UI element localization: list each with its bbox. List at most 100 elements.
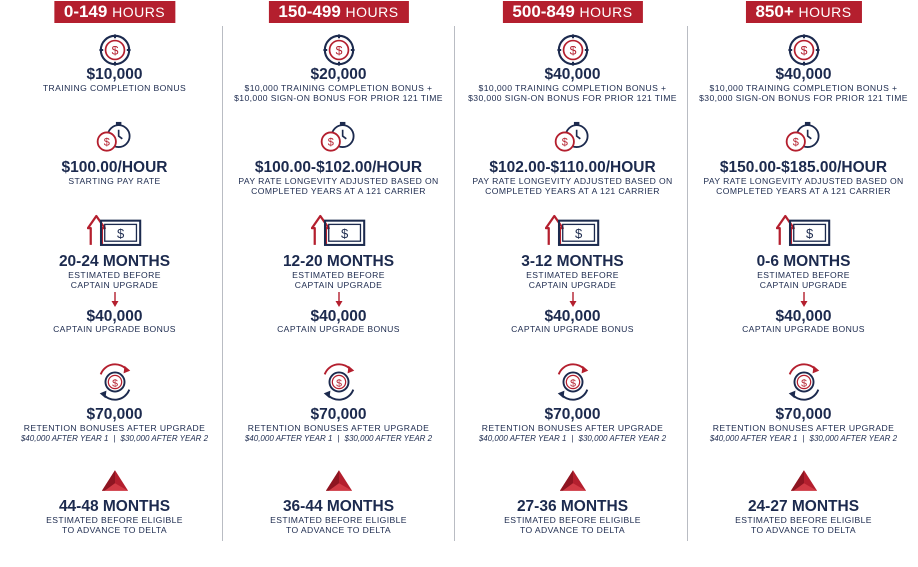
bonus-amount: $10,000: [86, 66, 143, 83]
description-line: $30,000 SIGN-ON BONUS FOR PRIOR 121 TIME: [468, 92, 677, 103]
bonus-amount: $40,000: [544, 66, 601, 83]
hours-range-value: 0-149: [63, 2, 108, 21]
retention-year1: $40,000 AFTER YEAR 1: [478, 434, 567, 443]
retention-year1: $40,000 AFTER YEAR 1: [244, 434, 333, 443]
hours-range-value: 850+: [755, 2, 794, 21]
description-line: ESTIMATED BEFORE: [292, 270, 385, 280]
coin-stopwatch-icon: [552, 120, 594, 154]
retention-description: RETENTION BONUSES AFTER UPGRADE: [23, 423, 206, 433]
description-line: PAY RATE LONGEVITY ADJUSTED BASED ON: [238, 176, 439, 186]
hours-range-header: 0-149 HOURS: [53, 1, 176, 23]
money-upgrade-icon: [87, 213, 143, 247]
delta-description: ESTIMATED BEFORE ELIGIBLE TO ADVANCE TO D…: [224, 515, 453, 535]
delta-time: 27-36 MONTHS: [516, 498, 629, 515]
retention-breakdown: $40,000 AFTER YEAR 1 | $30,000 AFTER YEAR …: [709, 434, 898, 443]
retention-year2: $30,000 AFTER YEAR 2: [120, 434, 209, 443]
coin-stopwatch-icon: [318, 120, 360, 154]
description-line: ESTIMATED BEFORE: [757, 270, 850, 280]
coin-target-icon: [98, 33, 132, 67]
upgrade-bonus: $40,000: [544, 308, 601, 325]
description-line: ESTIMATED BEFORE ELIGIBLE: [504, 515, 641, 525]
money-upgrade-icon: [545, 213, 601, 247]
upgrade-time-description: ESTIMATED BEFORE CAPTAIN UPGRADE: [458, 270, 687, 290]
coin-target-icon: [556, 33, 590, 67]
description-line: $10,000 TRAINING COMPLETION BONUS +: [709, 83, 898, 93]
upgrade-time: 3-12 MONTHS: [521, 253, 624, 270]
delta-description: ESTIMATED BEFORE ELIGIBLE TO ADVANCE TO D…: [689, 515, 918, 535]
hours-column: 850+ HOURS $40,000 $10,000 TRAINING COMP…: [689, 0, 918, 567]
description-line: CAPTAIN UPGRADE: [528, 279, 617, 290]
description-line: $10,000 TRAINING COMPLETION BONUS +: [244, 83, 433, 93]
coin-stopwatch-icon: [94, 120, 136, 154]
description-line: CAPTAIN UPGRADE: [759, 279, 848, 290]
description-line: COMPLETED YEARS AT A 121 CARRIER: [716, 185, 891, 196]
bonus-description: $10,000 TRAINING COMPLETION BONUS + $10,0…: [224, 83, 453, 103]
down-arrow-icon: [799, 292, 809, 308]
delta-logo-icon: [101, 469, 129, 492]
column-divider: [687, 26, 688, 541]
coin-cycle-icon: [551, 362, 595, 402]
description-line: ESTIMATED BEFORE: [68, 270, 161, 280]
retention-description: RETENTION BONUSES AFTER UPGRADE: [247, 423, 430, 433]
hours-range-value: 500-849: [512, 2, 575, 21]
delta-logo-icon: [790, 469, 818, 492]
upgrade-time-description: ESTIMATED BEFORE CAPTAIN UPGRADE: [0, 270, 229, 290]
hours-range-header: 500-849 HOURS: [502, 1, 643, 23]
pay-rate: $150.00-$185.00/HOUR: [719, 159, 888, 176]
delta-time: 36-44 MONTHS: [282, 498, 395, 515]
down-arrow-icon: [110, 292, 120, 308]
retention-breakdown: $40,000 AFTER YEAR 1 | $30,000 AFTER YEAR …: [20, 434, 209, 443]
upgrade-bonus-description: CAPTAIN UPGRADE BONUS: [742, 324, 865, 334]
coin-cycle-icon: [93, 362, 137, 402]
coin-cycle-icon: [317, 362, 361, 402]
bonus-description: $10,000 TRAINING COMPLETION BONUS + $30,0…: [458, 83, 687, 103]
hours-range-header: 850+ HOURS: [745, 1, 862, 23]
upgrade-bonus: $40,000: [86, 308, 143, 325]
pay-rate-description: PAY RATE LONGEVITY ADJUSTED BASED ON COMP…: [689, 176, 918, 196]
upgrade-time: 20-24 MONTHS: [58, 253, 171, 270]
coin-stopwatch-icon: [783, 120, 825, 154]
pay-rate-description: PAY RATE LONGEVITY ADJUSTED BASED ON COMP…: [458, 176, 687, 196]
description-line: $30,000 SIGN-ON BONUS FOR PRIOR 121 TIME: [699, 92, 908, 103]
hours-column: 500-849 HOURS $40,000 $10,000 TRAINING C…: [458, 0, 687, 567]
description-line: STARTING PAY RATE: [68, 176, 161, 186]
description-line: ESTIMATED BEFORE ELIGIBLE: [46, 515, 183, 525]
hours-unit-label: HOURS: [345, 4, 399, 20]
retention-description: RETENTION BONUSES AFTER UPGRADE: [481, 423, 664, 433]
down-arrow-icon: [334, 292, 344, 308]
bonus-description: TRAINING COMPLETION BONUS: [0, 83, 229, 94]
money-upgrade-icon: [776, 213, 832, 247]
hours-unit-label: HOURS: [798, 4, 852, 20]
retention-breakdown: $40,000 AFTER YEAR 1 | $30,000 AFTER YEAR …: [478, 434, 667, 443]
retention-amount: $70,000: [544, 406, 601, 423]
column-divider: [222, 26, 223, 541]
description-line: TRAINING COMPLETION BONUS: [42, 83, 187, 93]
retention-amount: $70,000: [775, 406, 832, 423]
delta-description: ESTIMATED BEFORE ELIGIBLE TO ADVANCE TO D…: [458, 515, 687, 535]
hours-range-header: 150-499 HOURS: [268, 1, 409, 23]
upgrade-bonus-description: CAPTAIN UPGRADE BONUS: [511, 324, 634, 334]
bonus-amount: $20,000: [310, 66, 367, 83]
down-arrow-icon: [568, 292, 578, 308]
upgrade-bonus: $40,000: [310, 308, 367, 325]
pay-rate-description: PAY RATE LONGEVITY ADJUSTED BASED ON COMP…: [224, 176, 453, 196]
description-line: ESTIMATED BEFORE: [526, 270, 619, 280]
pay-rate: $100.00-$102.00/HOUR: [254, 159, 423, 176]
upgrade-bonus-description: CAPTAIN UPGRADE BONUS: [53, 324, 176, 334]
coin-cycle-icon: [782, 362, 826, 402]
retention-year2: $30,000 AFTER YEAR 2: [578, 434, 667, 443]
retention-year2: $30,000 AFTER YEAR 2: [809, 434, 898, 443]
retention-year1: $40,000 AFTER YEAR 1: [20, 434, 109, 443]
description-line: TO ADVANCE TO DELTA: [750, 524, 857, 535]
retention-year2: $30,000 AFTER YEAR 2: [344, 434, 433, 443]
retention-description: RETENTION BONUSES AFTER UPGRADE: [712, 423, 895, 433]
upgrade-time-description: ESTIMATED BEFORE CAPTAIN UPGRADE: [224, 270, 453, 290]
upgrade-time: 0-6 MONTHS: [756, 253, 851, 270]
pay-rate: $102.00-$110.00/HOUR: [489, 159, 656, 176]
delta-logo-icon: [325, 469, 353, 492]
pay-rate: $100.00/HOUR: [61, 159, 168, 176]
bonus-description: $10,000 TRAINING COMPLETION BONUS + $30,0…: [689, 83, 918, 103]
money-upgrade-icon: [311, 213, 367, 247]
hours-column: 150-499 HOURS $20,000 $10,000 TRAINING C…: [224, 0, 453, 567]
description-line: TO ADVANCE TO DELTA: [519, 524, 626, 535]
